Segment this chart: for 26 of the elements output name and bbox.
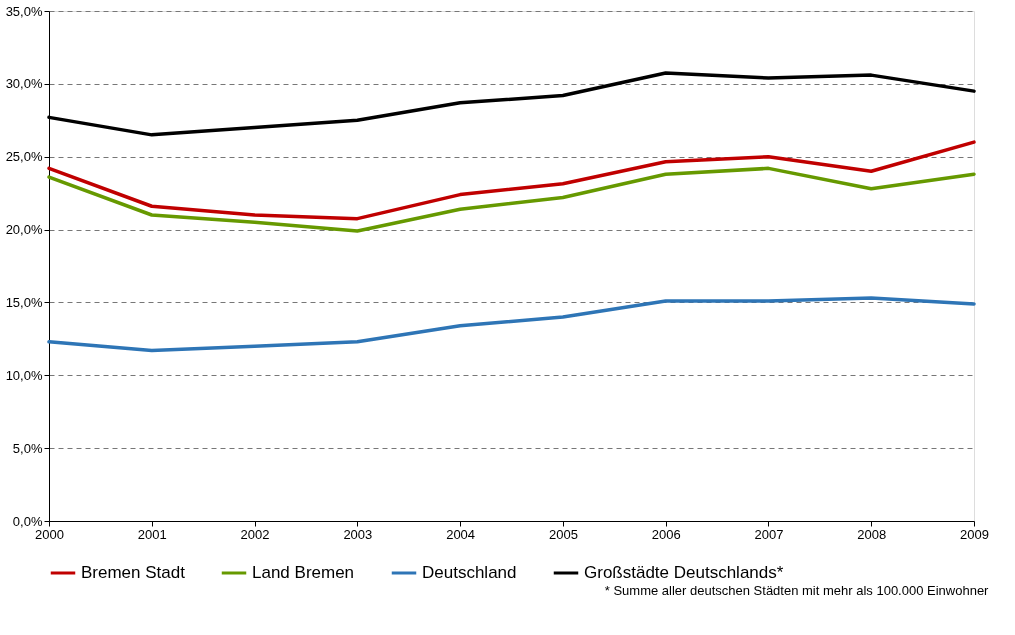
x-tick-label: 2003: [343, 526, 373, 542]
x-tick-label: 2001: [137, 526, 167, 542]
y-tick-label: 30,0%: [5, 76, 43, 92]
line-series: [47, 296, 976, 353]
legend-label: Großstädte Deutschlands*: [584, 563, 784, 582]
x-tick-label: 2008: [857, 526, 887, 542]
y-tick-label: 20,0%: [5, 222, 43, 238]
legend-label: Land Bremen: [252, 563, 355, 582]
y-tick-label: 10,0%: [5, 367, 43, 383]
x-tick-label: 2002: [240, 526, 270, 542]
y-tick-label: 25,0%: [5, 149, 43, 165]
y-tick-label: 35,0%: [5, 3, 43, 19]
x-tick-label: 2007: [754, 526, 784, 542]
x-tick-label: 2009: [960, 526, 989, 542]
legend-label: Deutschland: [422, 563, 517, 582]
line-series: [47, 140, 976, 221]
x-tick-label: 2006: [651, 526, 681, 542]
line-series: [47, 166, 976, 233]
text: * Summe aller deutschen Städten mit mehr als 100.000 Einwohner: [604, 583, 990, 598]
y-tick-label: 0,0%: [12, 513, 43, 529]
legend-label: Bremen Stadt: [81, 563, 186, 582]
x-tick-label: 2005: [548, 526, 578, 542]
y-tick-label: 15,0%: [5, 294, 43, 310]
x-tick-label: 2000: [35, 526, 64, 542]
x-tick-label: 2004: [446, 526, 476, 542]
y-tick-label: 5,0%: [12, 440, 43, 456]
